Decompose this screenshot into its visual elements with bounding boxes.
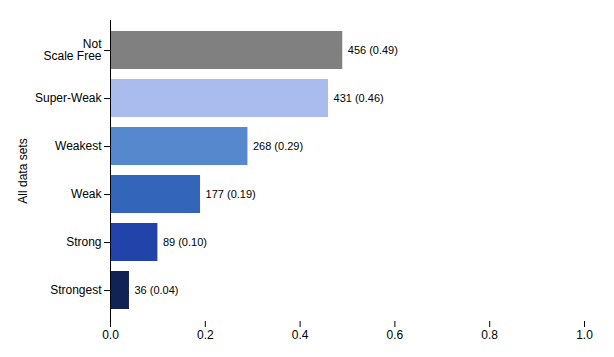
svg-text:36 (0.04): 36 (0.04)	[134, 284, 178, 296]
svg-text:All data sets: All data sets	[16, 138, 30, 203]
svg-text:431 (0.46): 431 (0.46)	[334, 92, 384, 104]
svg-text:Weak: Weak	[71, 187, 102, 201]
svg-text:456 (0.49): 456 (0.49)	[348, 44, 398, 56]
svg-text:0.6: 0.6	[387, 328, 404, 342]
svg-text:0.8: 0.8	[481, 328, 498, 342]
svg-text:0.4: 0.4	[292, 328, 309, 342]
svg-text:Strong: Strong	[66, 235, 101, 249]
svg-text:NotScale Free: NotScale Free	[43, 37, 102, 63]
svg-text:0.0: 0.0	[102, 328, 119, 342]
svg-text:0.2: 0.2	[197, 328, 214, 342]
svg-text:177 (0.19): 177 (0.19)	[206, 188, 256, 200]
svg-text:1.0: 1.0	[576, 328, 593, 342]
svg-text:89 (0.10): 89 (0.10)	[163, 236, 207, 248]
svg-text:Super-Weak: Super-Weak	[35, 91, 102, 105]
svg-text:268 (0.29): 268 (0.29)	[253, 140, 303, 152]
svg-text:Strongest: Strongest	[50, 283, 102, 297]
svg-text:Weakest: Weakest	[55, 139, 102, 153]
